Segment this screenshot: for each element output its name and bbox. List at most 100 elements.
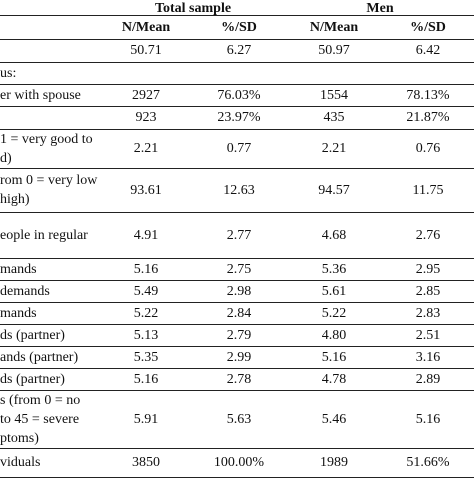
column-header: %/SD — [192, 15, 287, 40]
cell: 5.63 — [192, 390, 287, 449]
cell: 5.16 — [100, 258, 192, 281]
row-label — [0, 39, 100, 63]
table-row: us: — [0, 62, 474, 85]
label-line: us: — [0, 65, 17, 81]
blank — [0, 0, 100, 16]
cell: 93.61 — [100, 168, 192, 213]
table-row: mands 5.22 2.84 5.22 2.83 — [0, 302, 474, 325]
cell: 923 — [100, 106, 192, 130]
blank — [0, 15, 100, 40]
table-row: s (from 0 = no to 45 = severe ptoms) 5.91 5.… — [0, 390, 474, 449]
label-line: mands — [0, 305, 37, 321]
label-line: viduals — [0, 455, 41, 470]
table-row: viduals 3850 100.00% 1989 51.66% — [0, 448, 474, 478]
label-line: ptoms) — [0, 430, 39, 446]
cell: 2.95 — [382, 258, 474, 281]
cell: 3.16 — [382, 346, 474, 369]
row-label: 1 = very good to d) — [0, 129, 100, 169]
row-label: s (from 0 = no to 45 = severe ptoms) — [0, 390, 100, 449]
cell — [100, 62, 192, 85]
row-label: mands — [0, 302, 100, 325]
cell: 0.76 — [382, 129, 474, 169]
label-line: 1 = very good to — [0, 131, 93, 147]
row-label: rom 0 = very low high) — [0, 168, 100, 213]
cell: 435 — [286, 106, 383, 130]
cell: 5.22 — [100, 302, 192, 325]
cell: 2.78 — [192, 368, 287, 391]
cell: 6.27 — [192, 39, 287, 63]
label-line: ds (partner) — [0, 327, 65, 343]
cell: 5.35 — [100, 346, 192, 369]
cell: 2.77 — [192, 212, 287, 259]
cell: 2.84 — [192, 302, 287, 325]
cell — [192, 62, 287, 85]
row-label: mands — [0, 258, 100, 281]
cell: 5.36 — [286, 258, 383, 281]
column-header: N/Mean — [286, 15, 383, 40]
cell: 2.51 — [382, 324, 474, 347]
row-label: eople in regular — [0, 212, 100, 259]
cell: 2.98 — [192, 280, 287, 303]
table-row: er with spouse 2927 76.03% 1554 78.13% — [0, 84, 474, 107]
cell: 94.57 — [286, 168, 383, 213]
cell: 4.78 — [286, 368, 383, 391]
group-header-row: Total sample Men — [0, 0, 474, 16]
column-header-row: N/Mean %/SD N/Mean %/SD — [0, 15, 474, 40]
cell: 4.80 — [286, 324, 383, 347]
cell: 2.21 — [286, 129, 383, 169]
cell: 76.03% — [192, 84, 287, 107]
cell: 4.91 — [100, 212, 192, 259]
row-label: viduals — [0, 448, 100, 478]
table-row: mands 5.16 2.75 5.36 2.95 — [0, 258, 474, 281]
row-label — [0, 106, 100, 130]
table-row: rom 0 = very low high) 93.61 12.63 94.57 11.7… — [0, 168, 474, 213]
cell: 100.00% — [192, 448, 287, 478]
label-line: mands — [0, 261, 37, 277]
table-row: ds (partner) 5.13 2.79 4.80 2.51 — [0, 324, 474, 347]
cell: 11.75 — [382, 168, 474, 213]
table-row: demands 5.49 2.98 5.61 2.85 — [0, 280, 474, 303]
cell: 5.46 — [286, 390, 383, 449]
cell: 2.85 — [382, 280, 474, 303]
cell: 2.76 — [382, 212, 474, 259]
table-row: ds (partner) 5.16 2.78 4.78 2.89 — [0, 368, 474, 391]
cell: 5.49 — [100, 280, 192, 303]
cell: 2.79 — [192, 324, 287, 347]
group-header: Total sample — [100, 0, 287, 16]
cell: 3850 — [100, 448, 192, 478]
cell: 1554 — [286, 84, 383, 107]
row-label: demands — [0, 280, 100, 303]
cell: 5.13 — [100, 324, 192, 347]
cell: 2.89 — [382, 368, 474, 391]
label-line: ds (partner) — [0, 371, 65, 387]
cell: 2.21 — [100, 129, 192, 169]
table-row: ands (partner) 5.35 2.99 5.16 3.16 — [0, 346, 474, 369]
table-row: eople in regular 4.91 2.77 4.68 2.76 — [0, 212, 474, 259]
row-label: ds (partner) — [0, 368, 100, 391]
row-label: us: — [0, 62, 100, 85]
cell: 2.83 — [382, 302, 474, 325]
label-line: high) — [0, 192, 30, 207]
cell: 4.68 — [286, 212, 383, 259]
cell — [382, 62, 474, 85]
cell — [286, 62, 383, 85]
cell: 5.16 — [382, 390, 474, 449]
cell: 5.16 — [286, 346, 383, 369]
table-row: 923 23.97% 435 21.87% — [0, 106, 474, 130]
row-label: ands (partner) — [0, 346, 100, 369]
group-header: Men — [286, 0, 474, 16]
cell: 6.42 — [382, 39, 474, 63]
row-label: er with spouse — [0, 84, 100, 107]
cell: 12.63 — [192, 168, 287, 213]
cell: 21.87% — [382, 106, 474, 130]
label-line: eople in regular — [0, 227, 88, 243]
column-header: %/SD — [382, 15, 474, 40]
cell: 50.71 — [100, 39, 192, 63]
label-line: rom 0 = very low — [0, 173, 98, 188]
cell: 50.97 — [286, 39, 383, 63]
cell: 5.22 — [286, 302, 383, 325]
cell: 23.97% — [192, 106, 287, 130]
label-line: er with spouse — [0, 87, 81, 103]
